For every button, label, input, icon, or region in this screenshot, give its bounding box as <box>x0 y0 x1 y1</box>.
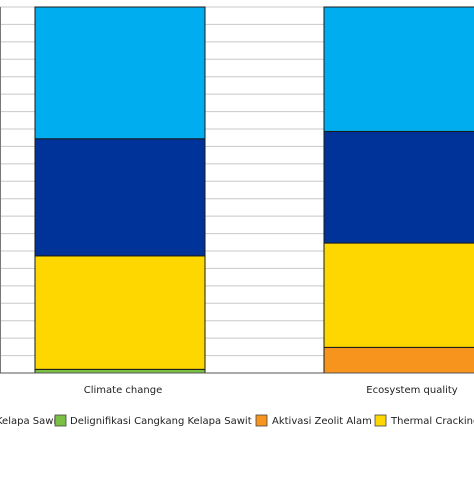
bar-segment <box>323 346 474 374</box>
x-tick-label: Ecosystem quality <box>366 385 458 396</box>
legend-swatch <box>54 414 67 427</box>
legend-label: Delignifikasi Cangkang Kelapa Sawit <box>70 416 252 427</box>
bar-segment <box>323 130 474 244</box>
legend-swatch <box>374 414 387 427</box>
legend-label: Kelapa Sawit <box>0 416 60 427</box>
bar-segment <box>34 138 206 257</box>
bar-segment <box>323 242 474 348</box>
bar-segment <box>34 255 206 370</box>
bar-segment <box>323 6 474 132</box>
x-tick-label: Climate change <box>84 385 162 396</box>
legend-label: Thermal Cracking <box>390 416 474 427</box>
legend-label: Aktivasi Zeolit Alam <box>272 416 372 427</box>
bar-segment <box>34 368 206 374</box>
bar-segment <box>34 6 206 140</box>
legend-swatch <box>255 414 268 427</box>
